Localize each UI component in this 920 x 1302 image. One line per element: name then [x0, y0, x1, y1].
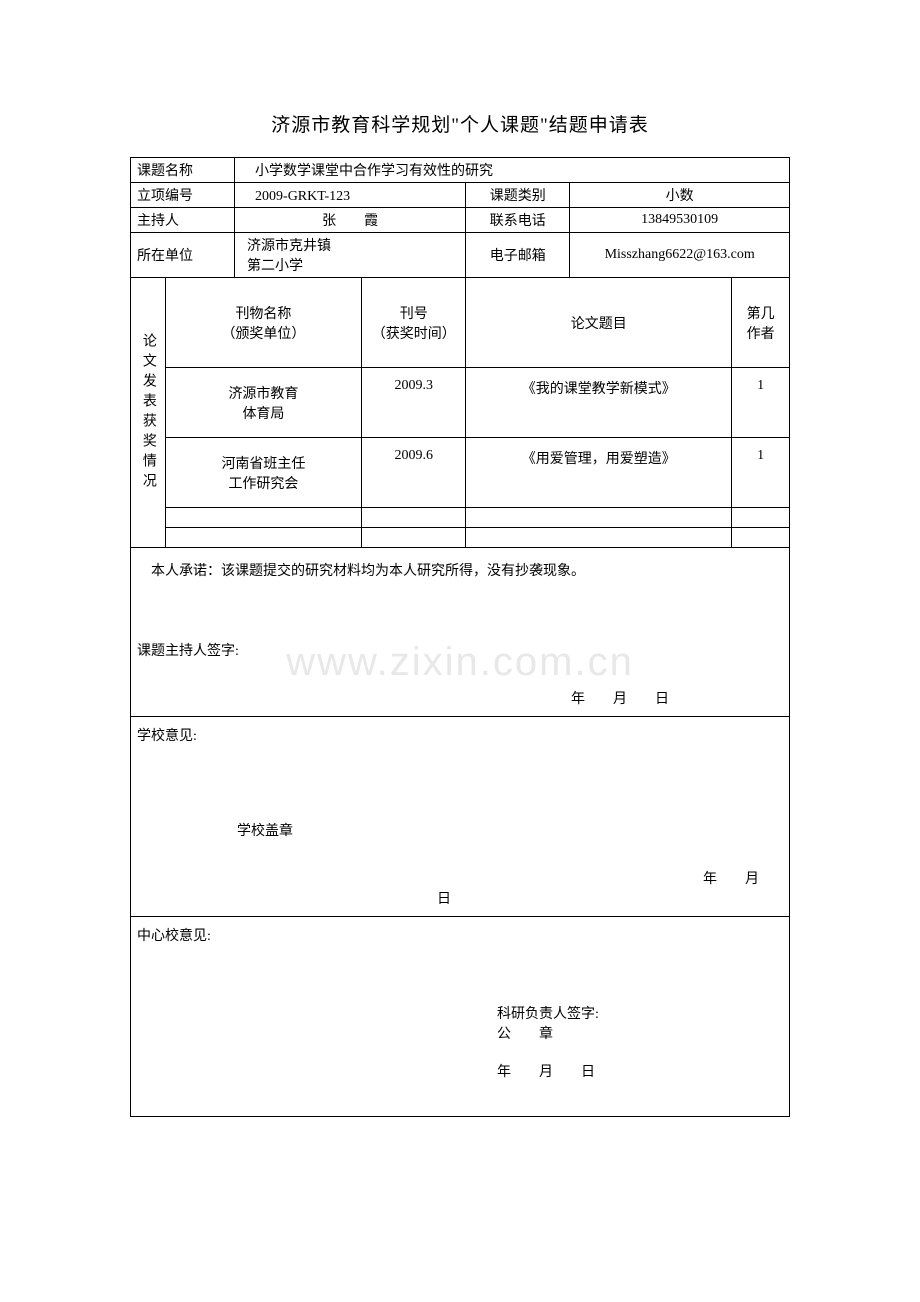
date-line: 年 月 日 — [137, 688, 783, 708]
date-line: 年 月 日 — [137, 1061, 783, 1081]
table-row: 立项编号 2009-GRKT-123 课题类别 小数 — [131, 183, 790, 208]
value-host: 张 霞 — [235, 208, 466, 233]
table-row: 课题名称 小学数学课堂中合作学习有效性的研究 — [131, 158, 790, 183]
label-pub-name: 刊物名称（颁奖单位） — [165, 278, 362, 368]
table-row — [131, 528, 790, 548]
school-seal-label: 学校盖章 — [137, 820, 783, 840]
pub-order-1: 1 — [732, 368, 790, 438]
pub-org-2: 河南省班主任工作研究会 — [165, 438, 362, 508]
label-host: 主持人 — [131, 208, 235, 233]
label-issue-no: 刊号（获奖时间） — [362, 278, 466, 368]
table-row: 论文发表获奖情况 刊物名称（颁奖单位） 刊号（获奖时间） 论文题目 第几作者 — [131, 278, 790, 368]
day-label: 日 — [137, 888, 783, 908]
label-topic-type: 课题类别 — [466, 183, 570, 208]
host-signature-label: 课题主持人签字: — [137, 640, 783, 660]
page-title: 济源市教育科学规划"个人课题"结题申请表 — [130, 110, 790, 137]
pub-order-2: 1 — [732, 438, 790, 508]
pub-title-2: 《用爱管理，用爱塑造》 — [466, 438, 732, 508]
value-unit: 济源市克井镇第二小学 — [235, 233, 466, 278]
label-topic-name: 课题名称 — [131, 158, 235, 183]
label-project-no: 立项编号 — [131, 183, 235, 208]
research-sign-label: 科研负责人签字: — [137, 1003, 783, 1023]
table-row: 河南省班主任工作研究会 2009.6 《用爱管理，用爱塑造》 1 — [131, 438, 790, 508]
table-row: 本人承诺：该课题提交的研究材料均为本人研究所得，没有抄袭现象。 课题主持人签字:… — [131, 548, 790, 717]
table-row: 学校意见: 学校盖章 年 月 日 — [131, 717, 790, 917]
table-row — [131, 508, 790, 528]
value-phone: 13849530109 — [570, 208, 790, 233]
school-opinion-block: 学校意见: 学校盖章 年 月 日 — [131, 717, 790, 917]
table-row: 济源市教育体育局 2009.3 《我的课堂教学新模式》 1 — [131, 368, 790, 438]
pub-date-2: 2009.6 — [362, 438, 466, 508]
value-topic-name: 小学数学课堂中合作学习有效性的研究 — [235, 158, 790, 183]
pub-title-1: 《我的课堂教学新模式》 — [466, 368, 732, 438]
center-opinion-block: 中心校意见: 科研负责人签字: 公 章 年 月 日 — [131, 917, 790, 1117]
school-opinion-label: 学校意见: — [137, 725, 783, 745]
label-phone: 联系电话 — [466, 208, 570, 233]
label-unit: 所在单位 — [131, 233, 235, 278]
pub-date-1: 2009.3 — [362, 368, 466, 438]
application-form-table: 课题名称 小学数学课堂中合作学习有效性的研究 立项编号 2009-GRKT-12… — [130, 157, 790, 1117]
pub-org-1: 济源市教育体育局 — [165, 368, 362, 438]
label-paper-title: 论文题目 — [466, 278, 732, 368]
table-row: 主持人 张 霞 联系电话 13849530109 — [131, 208, 790, 233]
date-line: 年 月 — [137, 868, 783, 888]
official-seal-label: 公 章 — [137, 1023, 783, 1043]
label-publication-section: 论文发表获奖情况 — [131, 278, 166, 548]
label-email: 电子邮箱 — [466, 233, 570, 278]
commitment-block: 本人承诺：该课题提交的研究材料均为本人研究所得，没有抄袭现象。 课题主持人签字:… — [131, 548, 790, 717]
value-email: Misszhang6622@163.com — [570, 233, 790, 278]
value-topic-type: 小数 — [570, 183, 790, 208]
label-author-order: 第几作者 — [732, 278, 790, 368]
table-row: 中心校意见: 科研负责人签字: 公 章 年 月 日 — [131, 917, 790, 1117]
value-project-no: 2009-GRKT-123 — [235, 183, 466, 208]
center-opinion-label: 中心校意见: — [137, 925, 783, 945]
table-row: 所在单位 济源市克井镇第二小学 电子邮箱 Misszhang6622@163.c… — [131, 233, 790, 278]
